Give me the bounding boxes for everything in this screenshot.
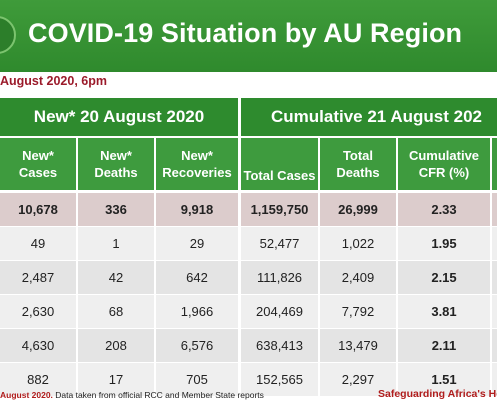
footer-date: August 2020. xyxy=(0,390,53,400)
table-cell: 2.33 xyxy=(398,193,490,226)
col-header-line2: Deaths xyxy=(336,165,380,180)
section-new: New* 20 August 2020 xyxy=(0,98,238,136)
table-cell: 1,159,750 xyxy=(241,193,318,226)
table-cell xyxy=(492,363,497,396)
table-cell: 1.51 xyxy=(398,363,490,396)
col-header-line1: Total Cases xyxy=(243,168,316,183)
table-cell: 49 xyxy=(0,227,76,260)
table-cell: 1,022 xyxy=(320,227,396,260)
footer-source: Data taken from official RCC and Member … xyxy=(52,390,264,400)
col-header-line1: Total xyxy=(342,148,374,163)
section-cumulative-label: Cumulative 21 August 202 xyxy=(271,107,482,126)
col-header-line2: CFR (%) xyxy=(418,165,470,180)
table-cell: 29 xyxy=(156,227,238,260)
table-cell: 6,576 xyxy=(156,329,238,362)
table-cell: 3.81 xyxy=(398,295,490,328)
footer-tagline: Safeguarding Africa's Healt xyxy=(378,388,497,400)
table-cell: 111,826 xyxy=(241,261,318,294)
table-cell: 204,469 xyxy=(241,295,318,328)
table-cell: 7,792 xyxy=(320,295,396,328)
col-header-cut xyxy=(492,138,497,190)
col-header-new-deaths: New* Deaths xyxy=(78,138,154,190)
col-header-new-cases: New* Cases xyxy=(0,138,76,190)
col-header-line2: Deaths xyxy=(94,165,138,180)
table-cell: 9,918 xyxy=(156,193,238,226)
col-header-line2: Cases xyxy=(18,165,58,180)
col-header-line1: Cumulative xyxy=(408,148,480,163)
table-cell: 17 xyxy=(78,363,154,396)
table-cell: 52,477 xyxy=(241,227,318,260)
table-cell: 10,678 xyxy=(0,193,76,226)
table-cell xyxy=(492,193,497,226)
page-title: COVID-19 Situation by AU Region xyxy=(28,18,463,48)
table-cell: 4,630 xyxy=(0,329,76,362)
table-cell: 208 xyxy=(78,329,154,362)
table-cell: 2,630 xyxy=(0,295,76,328)
table-cell: 13,479 xyxy=(320,329,396,362)
table-cell: 642 xyxy=(156,261,238,294)
col-header-total-deaths: Total Deaths xyxy=(320,138,396,190)
table-cell: 1 xyxy=(78,227,154,260)
table-cell: 2,487 xyxy=(0,261,76,294)
footer-note: August 2020. Data taken from official RC… xyxy=(0,390,264,400)
col-header-line1: New* xyxy=(22,148,54,163)
report-date: August 2020, 6pm xyxy=(0,74,107,88)
table-cell: 638,413 xyxy=(241,329,318,362)
col-header-new-recoveries: New* Recoveries xyxy=(156,138,238,190)
table-cell: 336 xyxy=(78,193,154,226)
table-cell: 152,565 xyxy=(241,363,318,396)
table-cell: 2.11 xyxy=(398,329,490,362)
table-cell: 1,966 xyxy=(156,295,238,328)
table-cell: 1.95 xyxy=(398,227,490,260)
table-cell: 42 xyxy=(78,261,154,294)
col-header-line2: Recoveries xyxy=(162,165,232,180)
col-header-total-cases: Total Cases xyxy=(241,138,318,190)
table-cell xyxy=(492,261,497,294)
title-bar: COVID-19 Situation by AU Region xyxy=(0,0,497,72)
table-cell: 882 xyxy=(0,363,76,396)
table-cell: 705 xyxy=(156,363,238,396)
table-cell xyxy=(492,329,497,362)
table-cell: 2,409 xyxy=(320,261,396,294)
table-cell xyxy=(492,227,497,260)
col-header-line1: New* xyxy=(181,148,213,163)
table-cell: 2.15 xyxy=(398,261,490,294)
col-header-cfr: Cumulative CFR (%) xyxy=(398,138,490,190)
section-cumulative: Cumulative 21 August 202 xyxy=(241,98,497,136)
table-cell: 68 xyxy=(78,295,154,328)
africa-cdc-logo-icon xyxy=(0,16,16,54)
col-header-line1: New* xyxy=(100,148,132,163)
table-cell: 2,297 xyxy=(320,363,396,396)
table-cell: 26,999 xyxy=(320,193,396,226)
table-cell xyxy=(492,295,497,328)
